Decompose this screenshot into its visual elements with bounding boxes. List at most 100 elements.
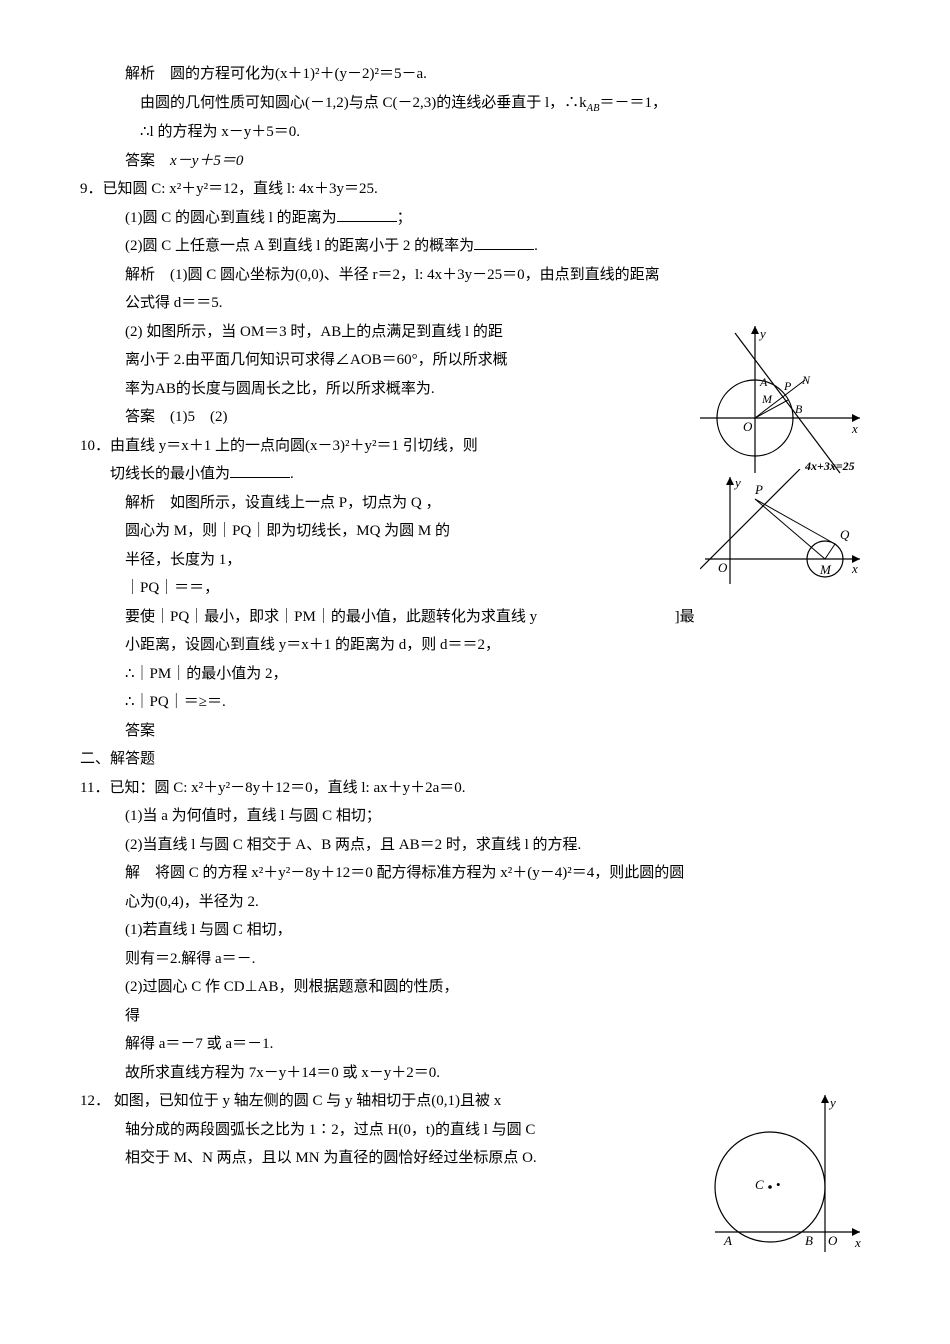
text: (1)圆 C 圆心坐标为(0,0)、半径 r＝2，l: 4x＋3y－25＝0，由… — [170, 267, 660, 283]
text: 故所求直线方程为 7x－y＋14＝0 或 x－y＋2＝0. — [125, 1065, 440, 1081]
solution-label: 解 — [125, 865, 140, 881]
text: 解得 a＝－7 或 a＝－1. — [125, 1036, 273, 1052]
text: ∴l 的方程为 x－y＋5＝0. — [140, 124, 300, 140]
text: 已知：圆 C: x²＋y²－8y＋12＝0，直线 l: ax＋y＋2a＝0. — [109, 780, 465, 796]
p11-q2: (2)当直线 l 与圆 C 相交于 A、B 两点，且 AB＝2 时，求直线 l … — [80, 831, 870, 860]
p12-stem-c: 相交于 M、N 两点，且以 MN 为直径的圆恰好经过坐标原点 O. — [80, 1144, 870, 1173]
p10-a6: 小距离，设圆心到直线 y＝x＋1 的距离为 d，则 d＝＝2， — [80, 631, 870, 660]
p8-analysis-line1: 解析 圆的方程可化为(x＋1)²＋(y－2)²＝5－a. — [80, 60, 870, 89]
text: 由圆的几何性质可知圆心(－1,2)与点 C(－2,3)的连线必垂直于 l，∴k — [140, 95, 587, 111]
text: 率为AB的长度与圆周长之比，所以所求概率为. — [125, 381, 435, 397]
text: 将圆 C 的方程 x²＋y²－8y＋12＝0 配方得标准方程为 x²＋(y－4)… — [155, 865, 684, 881]
text: (2) 如图所示，当 OM＝3 时，AB上的点满足到直线 l 的距 — [125, 324, 503, 340]
p10-a3: 半径，长度为 1， — [80, 546, 870, 575]
problem-number: 12． — [80, 1093, 110, 1109]
text: ｜PQ｜＝＝， — [125, 580, 219, 596]
text: 由直线 y＝x＋1 上的一点向圆(x－3)²＋y²＝1 引切线，则 — [110, 438, 478, 454]
p8-analysis-line2: 由圆的几何性质可知圆心(－1,2)与点 C(－2,3)的连线必垂直于 l，∴kA… — [80, 89, 870, 119]
text: (2)过圆心 C 作 CD⊥AB，则根据题意和圆的性质， — [125, 979, 459, 995]
p9-q1: (1)圆 C 的圆心到直线 l 的距离为； — [80, 204, 870, 233]
p10-stem-b: 切线长的最小值为. — [80, 460, 870, 489]
p9-analysis-2c: 率为AB的长度与圆周长之比，所以所求概率为. — [80, 375, 870, 404]
label-b: B — [805, 1233, 813, 1248]
fill-blank[interactable] — [337, 206, 397, 222]
analysis-label: 解析 — [125, 267, 155, 283]
answer-label: 答案 — [125, 723, 155, 739]
analysis-label: 解析 — [125, 495, 155, 511]
label-c: C — [755, 1177, 764, 1192]
p12-stem-b: 轴分成的两段圆弧长之比为 1∶2，过点 H(0，t)的直线 l 与圆 C — [80, 1116, 870, 1145]
p10-answer: 答案 — [80, 717, 870, 746]
label-x: x — [854, 1235, 861, 1250]
text: 已知圆 C: x²＋y²＝12，直线 l: 4x＋3y＝25. — [103, 181, 378, 197]
p10-stem-a: 10．由直线 y＝x＋1 上的一点向圆(x－3)²＋y²＝1 引切线，则 — [80, 432, 870, 461]
p9-answer: 答案 (1)5 (2) — [80, 403, 870, 432]
p10-a1: 解析 如图所示，设直线上一点 P，切点为 Q ， — [80, 489, 870, 518]
text: 如图，已知位于 y 轴左侧的圆 C 与 y 轴相切于点(0,1)且被 x — [110, 1093, 501, 1109]
text: 要使｜PQ｜最小，即求｜PM｜的最小值，此题转化为求直线 y — [125, 609, 537, 625]
text: 二、解答题 — [80, 751, 155, 767]
text: 相交于 M、N 两点，且以 MN 为直径的圆恰好经过坐标原点 O. — [125, 1150, 537, 1166]
text: 离小于 2.由平面几何知识可求得∠AOB＝60°，所以所求概 — [125, 352, 508, 368]
p10-a4: ｜PQ｜＝＝， — [80, 574, 870, 603]
p8-answer: 答案 x－y＋5＝0 — [80, 147, 870, 176]
answer-label: 答案 — [125, 153, 155, 169]
text: (1)若直线 l 与圆 C 相切， — [125, 922, 292, 938]
text: ＝－＝1， — [599, 95, 667, 111]
answer-text: (1)5 (2) — [170, 409, 227, 425]
text: 半径，长度为 1， — [125, 552, 241, 568]
p9-stem: 9．已知圆 C: x²＋y²＝12，直线 l: 4x＋3y＝25. — [80, 175, 870, 204]
p11-s5: 得 — [80, 1002, 870, 1031]
p9-analysis-2b: 离小于 2.由平面几何知识可求得∠AOB＝60°，所以所求概 — [80, 346, 870, 375]
text: ]最 — [675, 609, 695, 625]
p9-q2: (2)圆 C 上任意一点 A 到直线 l 的距离小于 2 的概率为. — [80, 232, 870, 261]
p11-s3: 则有＝2.解得 a＝－. — [80, 945, 870, 974]
p8-analysis-line3: ∴l 的方程为 x－y＋5＝0. — [80, 118, 870, 147]
text: ； — [397, 210, 412, 226]
text: (2)圆 C 上任意一点 A 到直线 l 的距离小于 2 的概率为 — [125, 238, 474, 254]
p11-s2: (1)若直线 l 与圆 C 相切， — [80, 916, 870, 945]
text: 公式得 d＝＝5. — [125, 295, 223, 311]
p11-s7: 故所求直线方程为 7x－y＋14＝0 或 x－y＋2＝0. — [80, 1059, 870, 1088]
p11-s1: 解 将圆 C 的方程 x²＋y²－8y＋12＝0 配方得标准方程为 x²＋(y－… — [80, 859, 870, 888]
problem-number: 11． — [80, 780, 109, 796]
center-dot — [768, 1186, 772, 1190]
p10-a5: 要使｜PQ｜最小，即求｜PM｜的最小值，此题转化为求直线 y ]最 — [80, 603, 870, 632]
p10-a8: ∴｜PQ｜＝≥＝. — [80, 688, 870, 717]
p11-s1b: 心为(0,4)，半径为 2. — [80, 888, 870, 917]
answer-text: x－y＋5＝0 — [170, 153, 243, 169]
text: 得 — [125, 1008, 140, 1024]
text: . — [534, 238, 538, 254]
section-2-heading: 二、解答题 — [80, 745, 870, 774]
subscript: AB — [587, 103, 600, 114]
p9-analysis-2a: (2) 如图所示，当 OM＝3 时，AB上的点满足到直线 l 的距 — [80, 318, 870, 347]
text: (1)当 a 为何值时，直线 l 与圆 C 相切； — [125, 808, 381, 824]
label-dot: • — [776, 1177, 781, 1192]
fill-blank[interactable] — [474, 234, 534, 250]
analysis-label: 解析 — [125, 66, 155, 82]
text: 心为(0,4)，半径为 2. — [125, 894, 259, 910]
p9-analysis-1: 解析 (1)圆 C 圆心坐标为(0,0)、半径 r＝2，l: 4x＋3y－25＝… — [80, 261, 870, 290]
label-a: A — [723, 1233, 732, 1248]
p10-a2: 圆心为 M，则｜PQ｜即为切线长，MQ 为圆 M 的 — [80, 517, 870, 546]
text: 如图所示，设直线上一点 P，切点为 Q ， — [170, 495, 440, 511]
text: 切线长的最小值为 — [110, 466, 230, 482]
text: 圆的方程可化为(x＋1)²＋(y－2)²＝5－a. — [170, 66, 427, 82]
text: ∴｜PQ｜＝≥＝. — [125, 694, 226, 710]
text: . — [290, 466, 294, 482]
answer-label: 答案 — [125, 409, 155, 425]
p12-stem-a: 12． 如图，已知位于 y 轴左侧的圆 C 与 y 轴相切于点(0,1)且被 x — [80, 1087, 870, 1116]
text: 小距离，设圆心到直线 y＝x＋1 的距离为 d，则 d＝＝2， — [125, 637, 500, 653]
p10-a7: ∴｜PM｜的最小值为 2， — [80, 660, 870, 689]
problem-number: 9． — [80, 181, 103, 197]
p11-s6: 解得 a＝－7 或 a＝－1. — [80, 1030, 870, 1059]
text: 轴分成的两段圆弧长之比为 1∶2，过点 H(0，t)的直线 l 与圆 C — [125, 1122, 535, 1138]
p11-q1: (1)当 a 为何值时，直线 l 与圆 C 相切； — [80, 802, 870, 831]
text: 则有＝2.解得 a＝－. — [125, 951, 255, 967]
p9-analysis-1b: 公式得 d＝＝5. — [80, 289, 870, 318]
problem-number: 10． — [80, 438, 110, 454]
fill-blank[interactable] — [230, 462, 290, 478]
text: ∴｜PM｜的最小值为 2， — [125, 666, 287, 682]
text: (2)当直线 l 与圆 C 相交于 A、B 两点，且 AB＝2 时，求直线 l … — [125, 837, 581, 853]
p11-stem: 11．已知：圆 C: x²＋y²－8y＋12＝0，直线 l: ax＋y＋2a＝0… — [80, 774, 870, 803]
